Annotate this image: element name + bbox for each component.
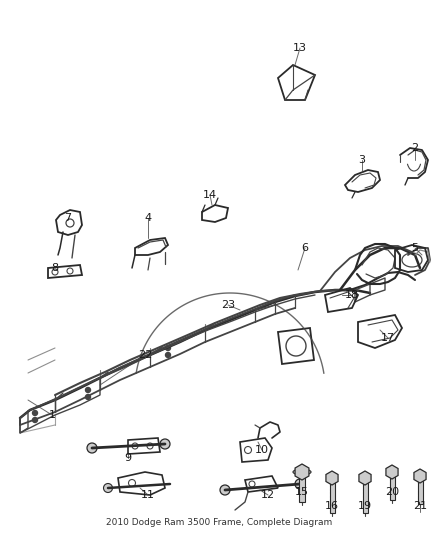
- Text: 12: 12: [261, 490, 275, 500]
- Text: 20: 20: [385, 487, 399, 497]
- Circle shape: [32, 417, 38, 423]
- Text: 9: 9: [124, 453, 131, 463]
- Polygon shape: [363, 481, 367, 513]
- Ellipse shape: [293, 469, 311, 475]
- Circle shape: [87, 443, 97, 453]
- Polygon shape: [359, 471, 371, 485]
- Text: 14: 14: [203, 190, 217, 200]
- Text: 22: 22: [138, 350, 152, 360]
- Circle shape: [166, 345, 170, 351]
- Text: 21: 21: [413, 501, 427, 511]
- Text: 5: 5: [411, 243, 418, 253]
- Circle shape: [295, 479, 305, 489]
- Text: 4: 4: [145, 213, 152, 223]
- Text: 17: 17: [381, 333, 395, 343]
- Polygon shape: [326, 471, 338, 485]
- Text: 11: 11: [141, 490, 155, 500]
- Circle shape: [220, 485, 230, 495]
- Circle shape: [166, 352, 170, 358]
- Circle shape: [85, 394, 91, 400]
- Circle shape: [85, 387, 91, 392]
- Text: 6: 6: [301, 243, 308, 253]
- Text: 15: 15: [295, 487, 309, 497]
- Polygon shape: [299, 475, 305, 502]
- Text: 7: 7: [64, 213, 71, 223]
- Text: 8: 8: [51, 263, 59, 273]
- Circle shape: [32, 410, 38, 416]
- Text: 18: 18: [345, 290, 359, 300]
- Text: 23: 23: [221, 300, 235, 310]
- Polygon shape: [295, 464, 309, 480]
- Polygon shape: [414, 469, 426, 483]
- Circle shape: [160, 439, 170, 449]
- Text: 2: 2: [411, 143, 419, 153]
- Text: 3: 3: [358, 155, 365, 165]
- Text: 13: 13: [293, 43, 307, 53]
- Polygon shape: [417, 479, 423, 504]
- Circle shape: [103, 483, 113, 492]
- Text: 2010 Dodge Ram 3500 Frame, Complete Diagram: 2010 Dodge Ram 3500 Frame, Complete Diag…: [106, 518, 332, 527]
- Polygon shape: [386, 465, 398, 479]
- Text: 19: 19: [358, 501, 372, 511]
- Polygon shape: [389, 475, 395, 500]
- Text: 16: 16: [325, 501, 339, 511]
- Text: 10: 10: [255, 445, 269, 455]
- Polygon shape: [329, 481, 335, 513]
- Text: 1: 1: [49, 410, 56, 420]
